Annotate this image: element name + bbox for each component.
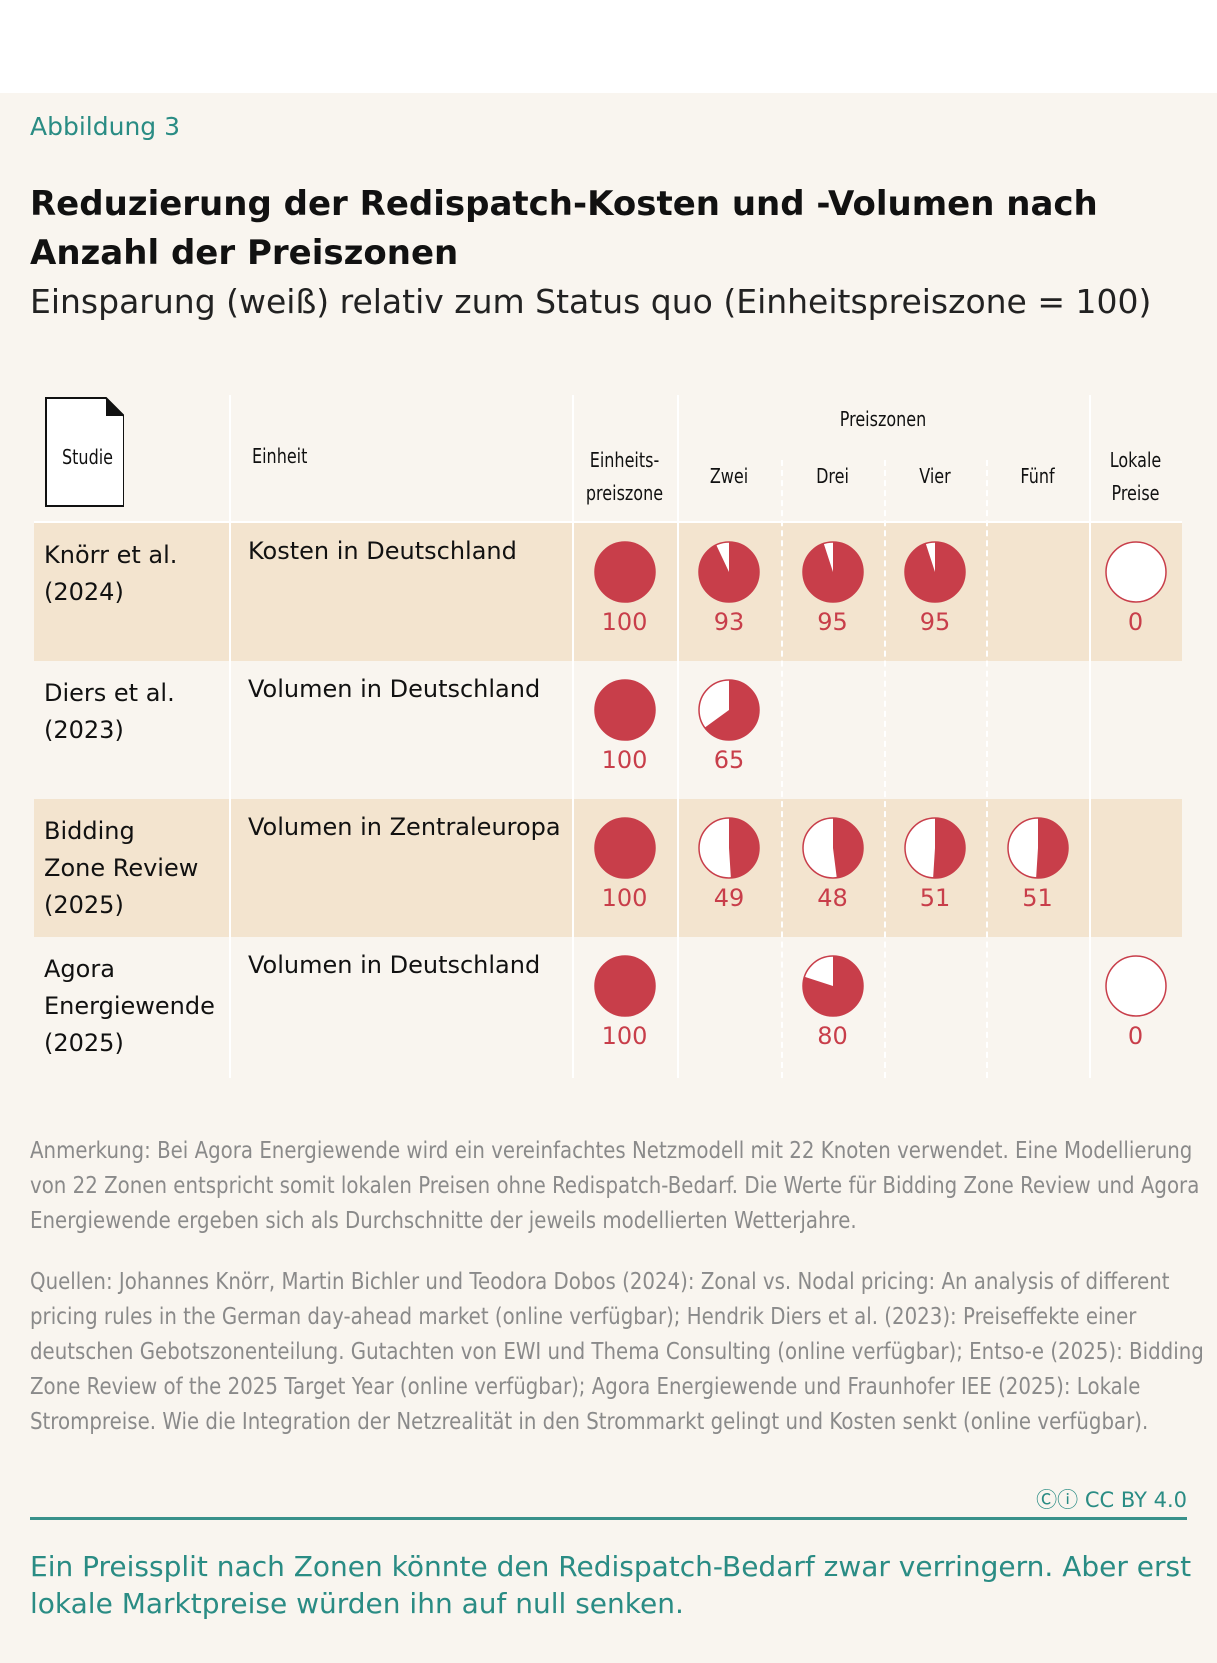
zone-divider [986,460,988,1078]
pie-background [1104,955,1167,1017]
header-local-prices: Lokale Preise [1109,448,1162,505]
header-separator [34,521,1182,523]
cc-icon: Ⓒⓘ [1036,1488,1085,1512]
header-study: Studie [62,445,114,469]
value-label: 51 [1022,884,1053,912]
value-label: 0 [1127,1022,1144,1050]
row-unit: Volumen in Deutschland [248,951,541,979]
license-text: CC BY 4.0 [1084,1488,1187,1512]
value-label: 51 [919,884,951,912]
row-unit: Volumen in Zentraleuropa [248,813,561,841]
pie-mark [593,955,656,1017]
pie-mark [904,541,966,603]
pie-mark [1104,541,1167,603]
pie-mark [801,817,864,879]
header-zone-2: Vier [919,464,951,488]
header-zone-1: Drei [816,464,849,488]
pie-slice [699,542,759,602]
value-label: 100 [601,1022,648,1050]
pie-slice [832,818,863,878]
value-label: 95 [919,608,951,636]
value-label: 49 [713,884,745,912]
row-unit: Kosten in Deutschland [248,537,517,565]
row-study: Agora Energiewende (2025) [44,955,215,1057]
pie-mark [593,541,656,603]
figure-label: Abbildung 3 [30,112,181,141]
row-study: Diers et al. (2023) [44,679,175,744]
pie-background [593,955,656,1017]
pie-slice [802,542,863,602]
pie-slice [905,542,965,602]
pie-slice [704,680,759,740]
column-divider [229,395,231,1078]
pie-slice [802,956,863,1016]
pie-slice [729,818,759,878]
column-divider [1089,395,1091,1078]
value-label: 100 [601,746,648,774]
pie-background [593,817,656,879]
takeaway-text: Ein Preissplit nach Zonen könnte den Red… [30,1550,1192,1620]
pie-slice [933,818,965,878]
value-label: 65 [713,746,745,774]
header-zone-0: Zwei [709,464,749,488]
pie-mark [698,817,760,879]
row-study: Knörr et al. (2024) [44,541,178,606]
chart-subtitle: Einsparung (weiß) relativ zum Status quo… [30,282,1152,321]
zone-divider [781,460,783,1078]
header-single-zone: Einheits- preiszone [585,448,664,505]
note-text: Anmerkung: Bei Agora Energiewende wird e… [30,1138,1200,1234]
value-label: 100 [601,884,648,912]
header-zone-3: Fünf [1020,464,1055,488]
value-label: 100 [601,608,648,636]
sources-text: Quellen: Johannes Knörr, Martin Bichler … [30,1269,1204,1435]
pie-mark [801,541,864,603]
row-unit: Volumen in Deutschland [248,675,541,703]
pie-mark [593,817,656,879]
pie-slice [1035,818,1068,878]
value-label: 0 [1127,608,1144,636]
value-label: 80 [817,1022,848,1050]
zone-divider [884,460,886,1078]
pie-mark [698,541,760,603]
pie-mark [593,679,656,741]
pie-mark [1104,955,1167,1017]
header-price-zones: Preiszonen [839,407,927,431]
pie-background [593,679,656,741]
pie-mark [698,679,760,741]
pie-mark [904,817,966,879]
pie-background [1104,541,1167,603]
value-label: 48 [817,884,848,912]
value-label: 95 [817,608,848,636]
row-study: Bidding Zone Review (2025) [44,817,199,919]
header-unit: Einheit [252,444,308,468]
value-label: 93 [713,608,745,636]
column-divider [677,395,679,1078]
pie-mark [801,955,864,1017]
pie-mark [1006,817,1069,879]
chart-title: Reduzierung der Redispatch-Kosten und -V… [30,184,1098,273]
pie-background [593,541,656,603]
divider [30,1517,1187,1520]
license: Ⓒⓘ CC BY 4.0 [1036,1484,1187,1514]
column-divider [572,395,574,1078]
